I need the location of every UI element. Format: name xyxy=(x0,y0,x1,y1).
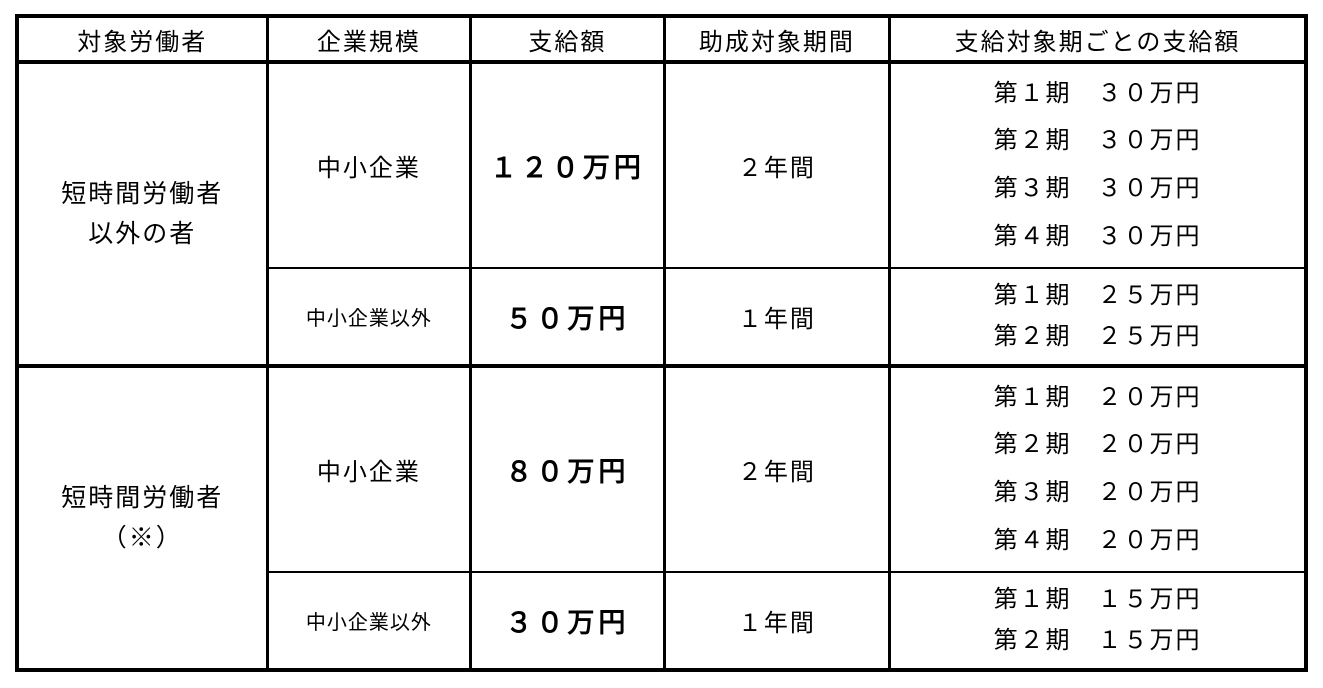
subsidy-period-cell: １年間 xyxy=(662,267,892,367)
worker-type-cell-group1: 短時間労働者 以外の者 xyxy=(15,61,269,367)
payment-amount-cell: ３０万円 xyxy=(469,571,666,671)
table-row: 中小企業以外 ５０万円 １年間 第１期 ２５万円 第２期 ２５万円 xyxy=(17,267,1308,367)
header-payment-amount: 支給額 xyxy=(469,15,666,64)
worker-type-line: 短時間労働者 xyxy=(61,179,224,208)
payment-amount-cell: ５０万円 xyxy=(469,267,666,367)
installments-cell: 第１期 ３０万円 第２期 ３０万円 第３期 ３０万円 第４期 ３０万円 xyxy=(888,60,1308,270)
payment-amount-cell: ８０万円 xyxy=(469,363,666,574)
company-size-cell: 中小企業 xyxy=(265,363,473,574)
installments-list: 第１期 ２０万円 第２期 ２０万円 第３期 ２０万円 第４期 ２０万円 xyxy=(891,374,1304,565)
installment-line: 第３期 ３０万円 xyxy=(993,175,1202,203)
payment-amount-cell: １２０万円 xyxy=(469,60,666,270)
table-row: 中小企業以外 ３０万円 １年間 第１期 １５万円 第２期 １５万円 xyxy=(17,571,1308,671)
installment-line: 第２期 ２０万円 xyxy=(993,431,1202,459)
header-target-workers: 対象労働者 xyxy=(15,15,269,64)
installments-cell: 第１期 ２５万円 第２期 ２５万円 xyxy=(888,267,1308,367)
installment-line: 第３期 ２０万円 xyxy=(993,479,1202,507)
worker-type-line: 短時間労働者 xyxy=(61,483,224,512)
table-row: 短時間労働者 以外の者 中小企業 １２０万円 ２年間 第１期 ３０万円 第２期 … xyxy=(15,60,1308,367)
installments-list: 第１期 １５万円 第２期 １５万円 xyxy=(891,579,1304,662)
header-payment-per-period: 支給対象期ごとの支給額 xyxy=(888,15,1308,64)
subsidy-period-cell: ２年間 xyxy=(662,60,892,270)
subsidy-table: 対象労働者 企業規模 支給額 助成対象期間 支給対象期ごとの支給額 短時間労働者… xyxy=(15,14,1308,672)
company-size-cell: 中小企業以外 xyxy=(265,267,473,367)
table-row: 短時間労働者 （※） 中小企業 ８０万円 ２年間 第１期 ２０万円 第２期 ２０… xyxy=(15,363,1308,672)
company-size-cell: 中小企業 xyxy=(265,60,473,270)
installments-cell: 第１期 ２０万円 第２期 ２０万円 第３期 ２０万円 第４期 ２０万円 xyxy=(888,363,1308,574)
installment-line: 第１期 ３０万円 xyxy=(993,79,1202,107)
worker-type-line: （※） xyxy=(101,523,183,552)
installment-line: 第２期 １５万円 xyxy=(993,626,1202,654)
worker-type-cell-group2: 短時間労働者 （※） xyxy=(15,363,269,672)
worker-type-line: 以外の者 xyxy=(88,219,197,248)
installment-line: 第１期 ２５万円 xyxy=(993,281,1202,309)
subsidy-period-cell: １年間 xyxy=(662,571,892,671)
header-subsidy-period: 助成対象期間 xyxy=(662,15,892,64)
installment-line: 第４期 ３０万円 xyxy=(993,223,1202,250)
installments-list: 第１期 ２５万円 第２期 ２５万円 xyxy=(891,275,1304,358)
subsidy-period-cell: ２年間 xyxy=(662,363,892,574)
installment-line: 第４期 ２０万円 xyxy=(993,526,1202,554)
installment-line: 第２期 ３０万円 xyxy=(993,127,1202,155)
installments-cell: 第１期 １５万円 第２期 １５万円 xyxy=(888,571,1308,671)
header-row: 対象労働者 企業規模 支給額 助成対象期間 支給対象期ごとの支給額 xyxy=(15,15,1308,64)
header-company-size: 企業規模 xyxy=(265,15,473,64)
installment-line: 第１期 １５万円 xyxy=(993,585,1202,613)
installments-list: 第１期 ３０万円 第２期 ３０万円 第３期 ３０万円 第４期 ３０万円 xyxy=(891,70,1304,261)
installment-line: 第１期 ２０万円 xyxy=(993,383,1202,411)
company-size-cell: 中小企業以外 xyxy=(265,571,473,671)
installment-line: 第２期 ２５万円 xyxy=(993,322,1202,350)
